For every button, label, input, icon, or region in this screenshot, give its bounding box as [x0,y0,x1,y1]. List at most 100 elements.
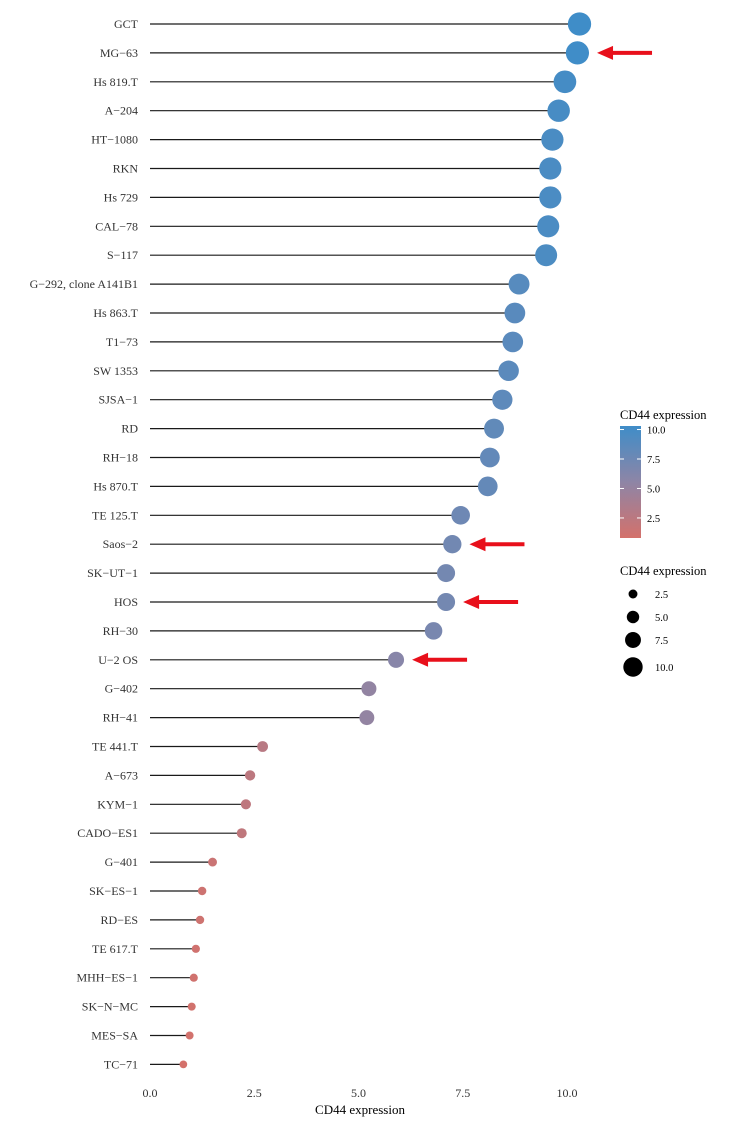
category-label: SJSA−1 [99,393,138,407]
lollipop-cal-78: CAL−78 [95,215,560,238]
size-legend-label: 7.5 [655,636,668,647]
category-label: TE 441.T [92,740,139,754]
lollipop-point [492,389,513,410]
lollipop-mhh-es-1: MHH−ES−1 [76,971,198,985]
lollipop-a-204: A−204 [105,99,570,122]
category-label: RKN [113,162,139,176]
category-label: SK−ES−1 [89,884,138,898]
category-label: Saos−2 [103,537,138,551]
lollipop-sk-ut-1: SK−UT−1 [87,564,456,583]
category-label: A−204 [105,104,138,118]
lollipop-rh-30: RH−30 [103,622,443,640]
category-label: RH−30 [103,624,138,638]
lollipop-tc-71: TC−71 [104,1057,188,1071]
lollipop-point [387,651,405,668]
lollipop-point [179,1060,188,1069]
lollipop-point [553,70,577,94]
category-label: CADO−ES1 [77,826,138,840]
lollipop-point [451,505,470,525]
category-label: TE 125.T [92,508,139,522]
lollipop-point [508,273,530,295]
arrow-head [463,595,480,609]
lollipop-point [537,215,560,238]
lollipop-hos: HOS [114,592,456,612]
color-legend-label: 5.0 [647,484,660,495]
lollipop-point [437,592,456,612]
lollipop-point [244,770,256,781]
category-label: HT−1080 [91,133,138,147]
lollipop-te-617-t: TE 617.T [92,942,200,956]
lollipop-rkn: RKN [113,157,562,180]
color-legend-label: 2.5 [647,514,660,525]
lollipop-mes-sa: MES−SA [91,1029,194,1043]
size-legend-circle [628,589,638,599]
lollipop-point [437,564,456,583]
lollipop-rd-es: RD−ES [101,913,205,927]
lollipop-te-441-t: TE 441.T [92,740,269,754]
annotations [412,45,653,667]
lollipop-point [185,1031,194,1040]
lollipop-point [477,476,498,497]
x-axis: 0.0 2.5 5.0 7.5 10.0 [143,1086,578,1100]
category-label: TC−71 [104,1057,138,1071]
lollipop-point [479,447,500,468]
highlight-arrow-u-2-os [412,652,468,667]
lollipop-point [498,360,519,382]
lollipop-point [236,828,247,839]
category-label: CAL−78 [95,219,138,233]
lollipop-point [424,622,443,640]
color-legend: CD44 expression 10.0 7.5 5.0 2.5 [620,408,707,538]
arrow-head [597,45,614,60]
lollipop-sk-n-mc: SK−N−MC [82,1000,196,1014]
category-label: KYM−1 [97,797,138,811]
category-label: A−673 [105,768,138,782]
lollipop-point [359,710,375,726]
lollipop-point [195,915,205,925]
lollipop-sk-es-1: SK−ES−1 [89,884,207,898]
lollipop-ht-1080: HT−1080 [91,128,564,151]
category-label: Hs 870.T [93,479,138,493]
x-tick-label: 10.0 [557,1086,578,1100]
lollipop-g-402: G−402 [105,681,377,697]
category-label: HOS [114,595,138,609]
lollipop-point [240,799,251,810]
color-legend-label: 10.0 [647,426,665,437]
lollipop-kym-1: KYM−1 [97,797,251,811]
size-legend-circle [625,632,641,648]
lollipop-point [189,973,198,982]
highlight-arrow-mg-63 [597,45,653,60]
category-label: Hs 729 [104,190,138,204]
lollipop-u-2-os: U−2 OS [98,651,405,668]
lollipop-sw-1353: SW 1353 [93,360,519,382]
lollipop-point [191,944,200,953]
lollipop-point [484,418,504,439]
lollipop-point [541,128,564,151]
category-label: SK−N−MC [82,1000,138,1014]
lollipop-rd: RD [121,418,504,439]
lollipop-point [504,302,526,324]
size-legend-title: CD44 expression [620,564,707,578]
lollipop-gct: GCT [114,12,592,36]
lollipop-point [547,99,570,122]
arrow-head [412,652,429,667]
highlight-arrow-hos [463,595,519,609]
category-label: GCT [114,17,139,31]
category-label: SK−UT−1 [87,566,138,580]
lollipop-point [208,857,217,867]
lollipop-mg-63: MG−63 [100,41,590,65]
color-legend-bar [620,426,641,538]
lollipop-g-401: G−401 [105,855,217,869]
size-legend-label: 10.0 [655,663,673,674]
lollipop-point [539,157,562,180]
lollipop-saos-2: Saos−2 [103,535,462,554]
lollipop-point [443,535,462,554]
lollipop-point [535,244,558,267]
lollipop-rh-41: RH−41 [103,710,375,726]
category-label: G−402 [105,682,138,696]
lollipop-te-125-t: TE 125.T [92,505,470,525]
size-legend-label: 5.0 [655,613,668,624]
lollipop-point [502,331,524,353]
x-tick-label: 7.5 [455,1086,470,1100]
size-legend: CD44 expression 2.5 5.0 7.5 10.0 [620,564,707,677]
lollipop-point [257,741,269,752]
